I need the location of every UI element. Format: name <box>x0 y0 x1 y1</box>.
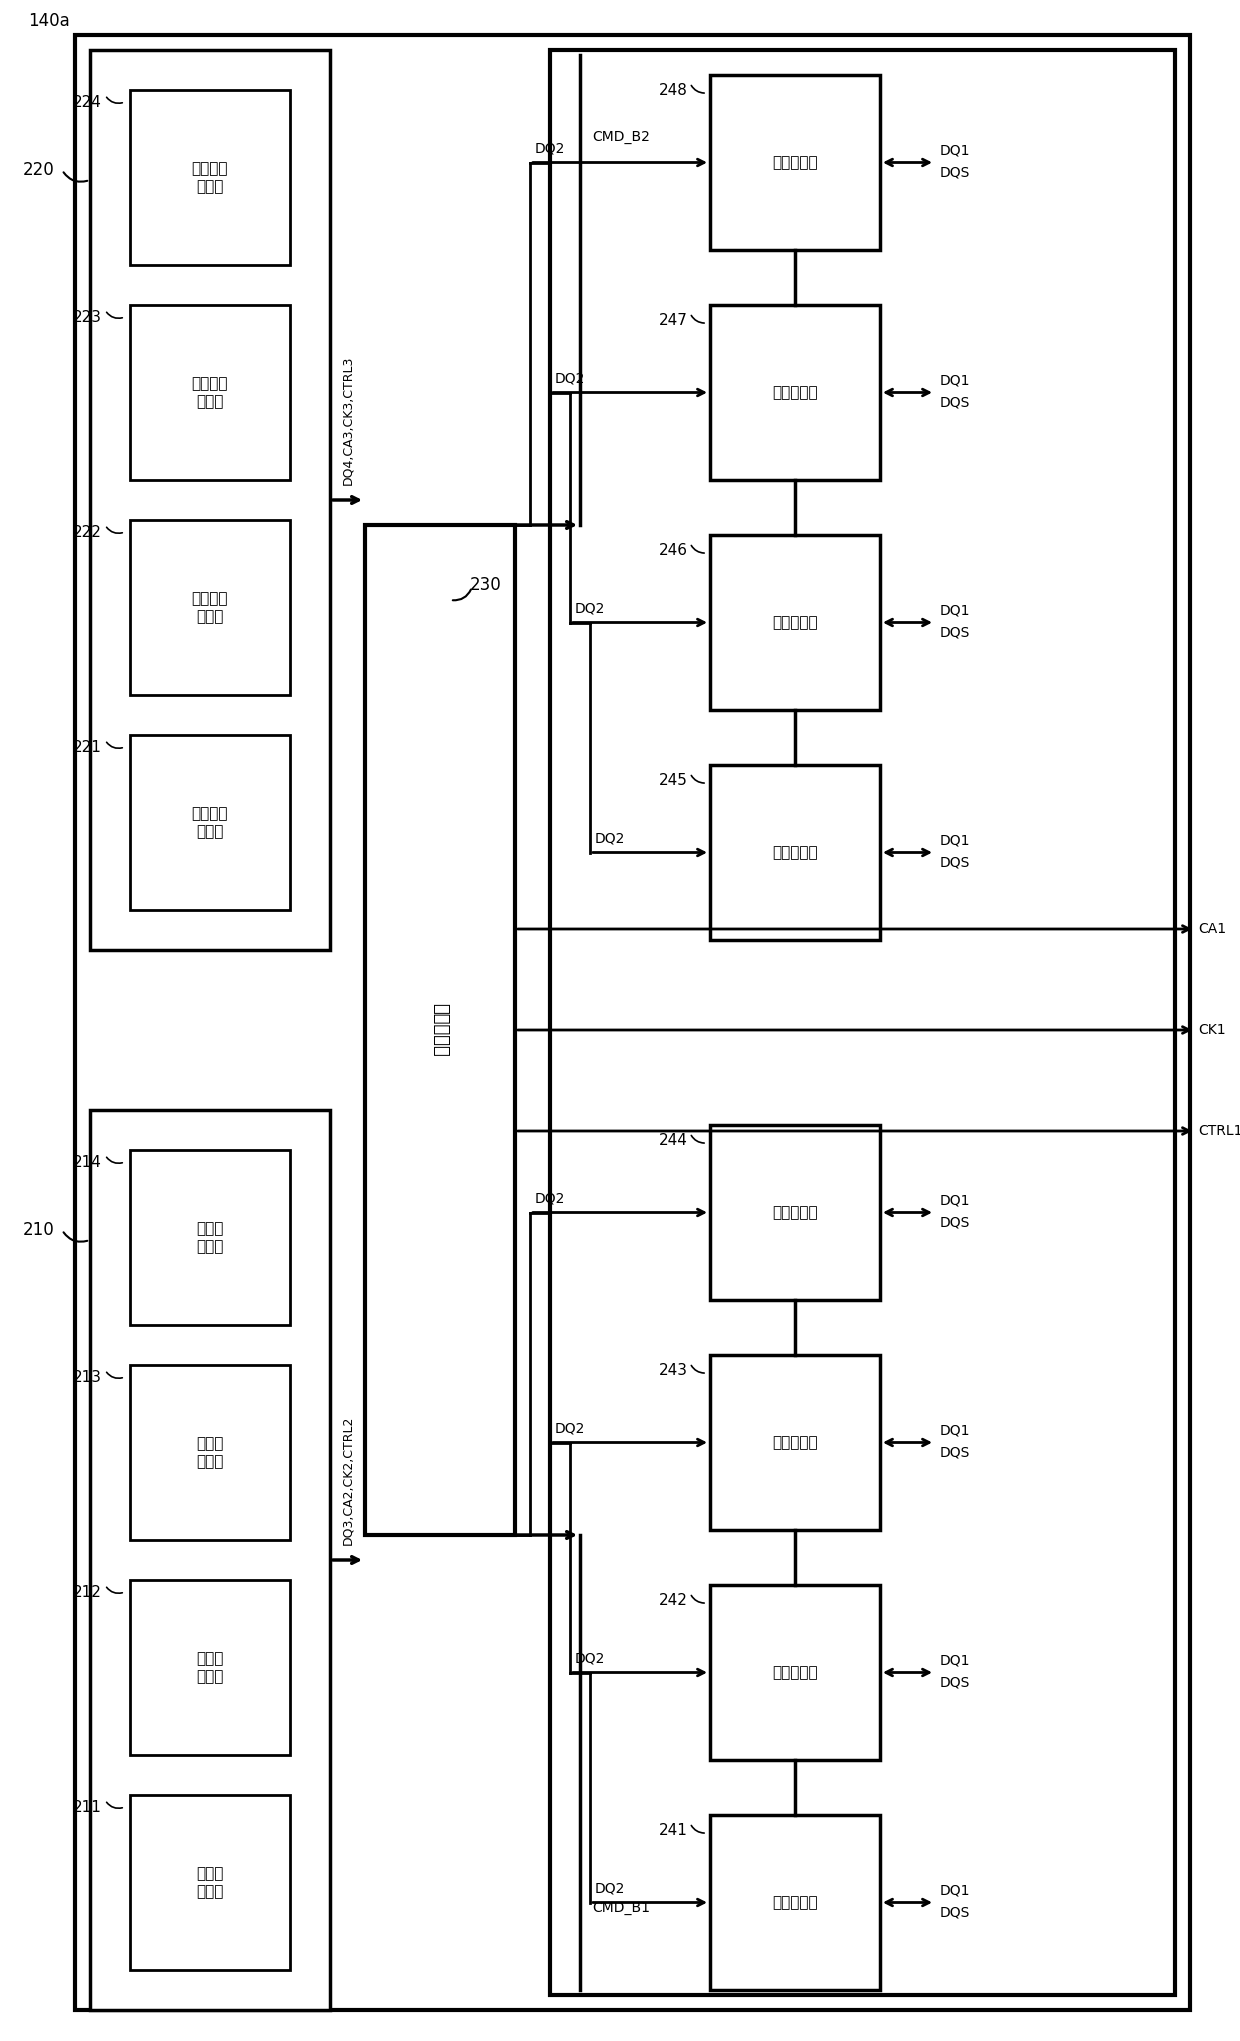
Text: DQ4,CA3,CK3,CTRL3: DQ4,CA3,CK3,CTRL3 <box>341 355 353 486</box>
Text: DQ1: DQ1 <box>940 604 971 618</box>
Text: DQ2: DQ2 <box>595 831 625 845</box>
Bar <box>711 765 880 941</box>
Text: 241: 241 <box>660 1823 688 1839</box>
Text: 第二控制器: 第二控制器 <box>432 1002 449 1057</box>
Text: 248: 248 <box>660 84 688 98</box>
Text: DQ2: DQ2 <box>534 141 565 155</box>
Text: 214: 214 <box>73 1155 102 1169</box>
Text: 242: 242 <box>660 1592 688 1608</box>
Text: CMD_B2: CMD_B2 <box>591 131 650 145</box>
Bar <box>130 1794 290 1970</box>
Text: DQ2: DQ2 <box>575 1651 605 1665</box>
Text: CA1: CA1 <box>1198 923 1226 937</box>
Text: DQ1: DQ1 <box>940 374 971 388</box>
Text: DQ1: DQ1 <box>940 1423 971 1437</box>
Text: DQ1: DQ1 <box>940 833 971 847</box>
Text: 数据缓冲器: 数据缓冲器 <box>773 845 818 859</box>
Text: 非易失性
存储器: 非易失性 存储器 <box>192 376 228 408</box>
Text: DQS: DQS <box>940 1906 971 1919</box>
Bar <box>130 520 290 696</box>
Text: 246: 246 <box>658 543 688 557</box>
Bar <box>130 735 290 910</box>
Text: 244: 244 <box>660 1133 688 1147</box>
Text: 245: 245 <box>660 774 688 788</box>
Text: DQ1: DQ1 <box>940 143 971 157</box>
Text: 140a: 140a <box>29 12 69 31</box>
Text: DQS: DQS <box>940 165 971 180</box>
Bar <box>91 1110 330 2010</box>
Text: DQS: DQS <box>940 855 971 869</box>
Bar <box>365 525 515 1535</box>
Bar <box>711 535 880 710</box>
Text: DQ1: DQ1 <box>940 1653 971 1667</box>
Text: 223: 223 <box>73 310 102 325</box>
Text: 易失性
存储器: 易失性 存储器 <box>196 1865 223 1898</box>
Text: DQS: DQS <box>940 396 971 410</box>
Text: DQ2: DQ2 <box>575 602 605 616</box>
Text: 224: 224 <box>73 96 102 110</box>
Text: DQ2: DQ2 <box>534 1192 565 1206</box>
Text: 数据缓冲器: 数据缓冲器 <box>773 1204 818 1221</box>
Text: 数据缓冲器: 数据缓冲器 <box>773 386 818 400</box>
Text: 数据缓冲器: 数据缓冲器 <box>773 1665 818 1680</box>
Bar <box>551 49 1176 1994</box>
Text: 易失性
存储器: 易失性 存储器 <box>196 1651 223 1684</box>
Text: DQS: DQS <box>940 1676 971 1690</box>
Text: 220: 220 <box>24 161 55 180</box>
Text: 247: 247 <box>660 312 688 329</box>
Bar <box>74 35 1190 2010</box>
Text: 211: 211 <box>73 1800 102 1814</box>
Text: 易失性
存储器: 易失性 存储器 <box>196 1221 223 1253</box>
Text: 212: 212 <box>73 1586 102 1600</box>
Text: DQ2: DQ2 <box>556 371 585 386</box>
Text: 243: 243 <box>658 1363 688 1378</box>
Bar <box>711 1125 880 1300</box>
Bar <box>711 76 880 249</box>
Text: DQ3,CA2,CK2,CTRL2: DQ3,CA2,CK2,CTRL2 <box>341 1416 353 1545</box>
Text: DQ2: DQ2 <box>595 1882 625 1896</box>
Text: DQS: DQS <box>940 1216 971 1229</box>
Text: 非易失性
存储器: 非易失性 存储器 <box>192 592 228 625</box>
Text: 数据缓冲器: 数据缓冲器 <box>773 1894 818 1910</box>
Bar <box>711 1814 880 1990</box>
Text: CTRL1: CTRL1 <box>1198 1125 1240 1139</box>
Text: DQS: DQS <box>940 625 971 639</box>
Text: DQ1: DQ1 <box>940 1884 971 1898</box>
Bar <box>130 1365 290 1541</box>
Text: DQ2: DQ2 <box>556 1421 585 1435</box>
Bar <box>91 49 330 949</box>
Text: 230: 230 <box>470 576 502 594</box>
Bar <box>711 1586 880 1759</box>
Text: 213: 213 <box>73 1370 102 1386</box>
Text: 数据缓冲器: 数据缓冲器 <box>773 155 818 169</box>
Bar <box>130 1149 290 1325</box>
Text: 221: 221 <box>73 741 102 755</box>
Text: 210: 210 <box>24 1221 55 1239</box>
Bar <box>130 90 290 265</box>
Text: 222: 222 <box>73 525 102 541</box>
Text: 非易失性
存储器: 非易失性 存储器 <box>192 806 228 839</box>
Text: 非易失性
存储器: 非易失性 存储器 <box>192 161 228 194</box>
Bar <box>711 1355 880 1531</box>
Text: DQS: DQS <box>940 1445 971 1459</box>
Text: CK1: CK1 <box>1198 1023 1225 1037</box>
Text: 易失性
存储器: 易失性 存储器 <box>196 1437 223 1470</box>
Text: 数据缓冲器: 数据缓冲器 <box>773 614 818 631</box>
Bar <box>130 1580 290 1755</box>
Bar <box>130 304 290 480</box>
Bar <box>711 304 880 480</box>
Text: CMD_B1: CMD_B1 <box>591 1900 650 1914</box>
Text: 数据缓冲器: 数据缓冲器 <box>773 1435 818 1449</box>
Text: DQ1: DQ1 <box>940 1194 971 1208</box>
